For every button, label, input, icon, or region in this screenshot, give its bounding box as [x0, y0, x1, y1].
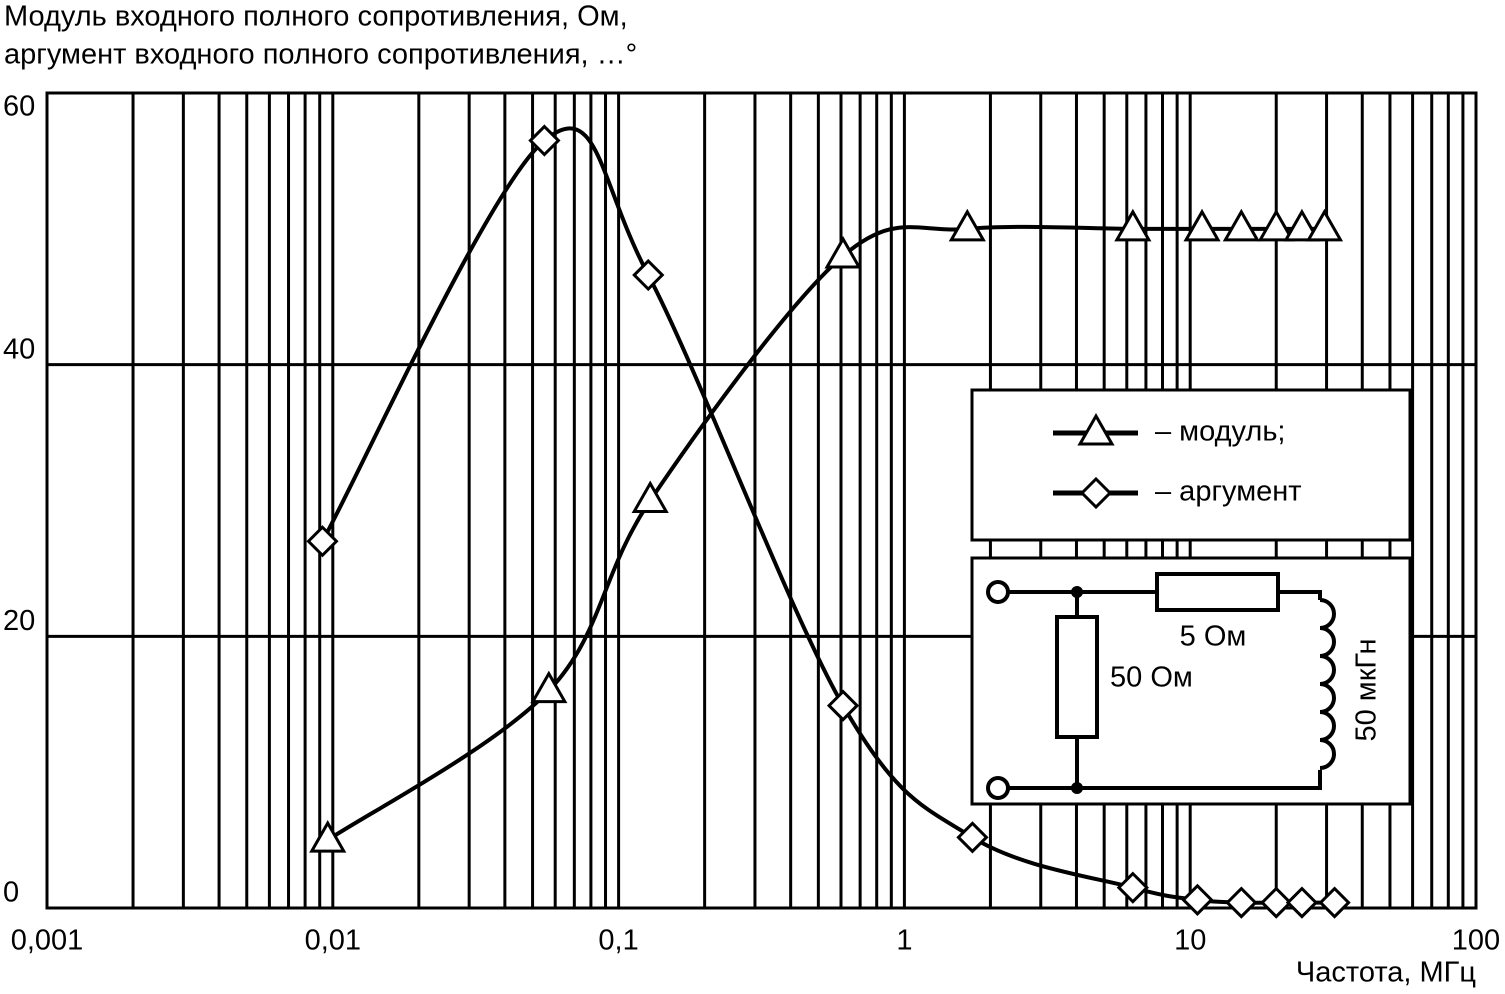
- resistor-label: 5 Ом: [1180, 621, 1247, 653]
- x-tick-label: 10: [1174, 925, 1206, 957]
- legend-label: – аргумент: [1155, 476, 1302, 508]
- chart-title: аргумент входного полного сопротивления,…: [4, 39, 637, 71]
- x-tick-label: 0,01: [305, 925, 361, 957]
- diamond-marker: [306, 525, 339, 558]
- triangle-marker: [631, 480, 669, 513]
- circuit-diagram: 5 Ом 50 Ом 50 мкГн: [970, 556, 1412, 806]
- diamond-marker: [956, 821, 989, 854]
- y-tick-label: 40: [3, 333, 35, 365]
- triangle-marker: [309, 820, 347, 853]
- triangle-marker: [1305, 208, 1344, 242]
- diamond-marker: [632, 258, 665, 292]
- triangle-marker: [1114, 208, 1152, 242]
- diamond-marker: [1260, 886, 1293, 919]
- curves: [306, 124, 1351, 919]
- plot-frame: [45, 91, 1478, 910]
- x-tick-label: 0,1: [598, 925, 638, 957]
- triangle-marker: [530, 670, 568, 704]
- diamond-marker: [1116, 871, 1149, 904]
- triangle-marker: [948, 208, 986, 242]
- diamond-marker: [1181, 883, 1214, 916]
- triangle-marker: [1283, 208, 1321, 242]
- x-tick-label: 1: [896, 925, 912, 957]
- triangle-marker: [824, 235, 862, 269]
- diamond-marker: [826, 689, 860, 722]
- triangle-marker: [1257, 208, 1295, 242]
- junction: [1071, 586, 1083, 598]
- triangle-marker: [1183, 208, 1221, 242]
- legend: – модуль; – аргумент: [970, 388, 1412, 542]
- resistor-label: 50 Ом: [1110, 662, 1193, 694]
- diamond-marker: [1318, 886, 1351, 919]
- diamond-marker: [1225, 886, 1258, 919]
- legend-marker: [1079, 476, 1113, 510]
- y-tick-label: 0: [3, 877, 19, 909]
- x-axis-label: Частота, МГц: [1296, 957, 1476, 989]
- chart-title: Модуль входного полного сопротивления, О…: [4, 1, 628, 33]
- legend-box: [970, 388, 1412, 542]
- x-tick-label: 100: [1452, 925, 1500, 957]
- inductor-label: 50 мкГн: [1351, 638, 1383, 741]
- y-tick-label: 60: [3, 91, 35, 123]
- y-tick-label: 20: [3, 605, 35, 637]
- diamond-marker: [528, 124, 561, 157]
- legend-label: – модуль;: [1155, 416, 1286, 448]
- circuit-box: [970, 556, 1412, 806]
- x-tick-label: 0,001: [11, 925, 84, 957]
- junction: [1071, 782, 1083, 794]
- diamond-marker: [1285, 886, 1319, 919]
- triangle-marker: [1222, 208, 1260, 242]
- legend-marker: [1077, 412, 1115, 446]
